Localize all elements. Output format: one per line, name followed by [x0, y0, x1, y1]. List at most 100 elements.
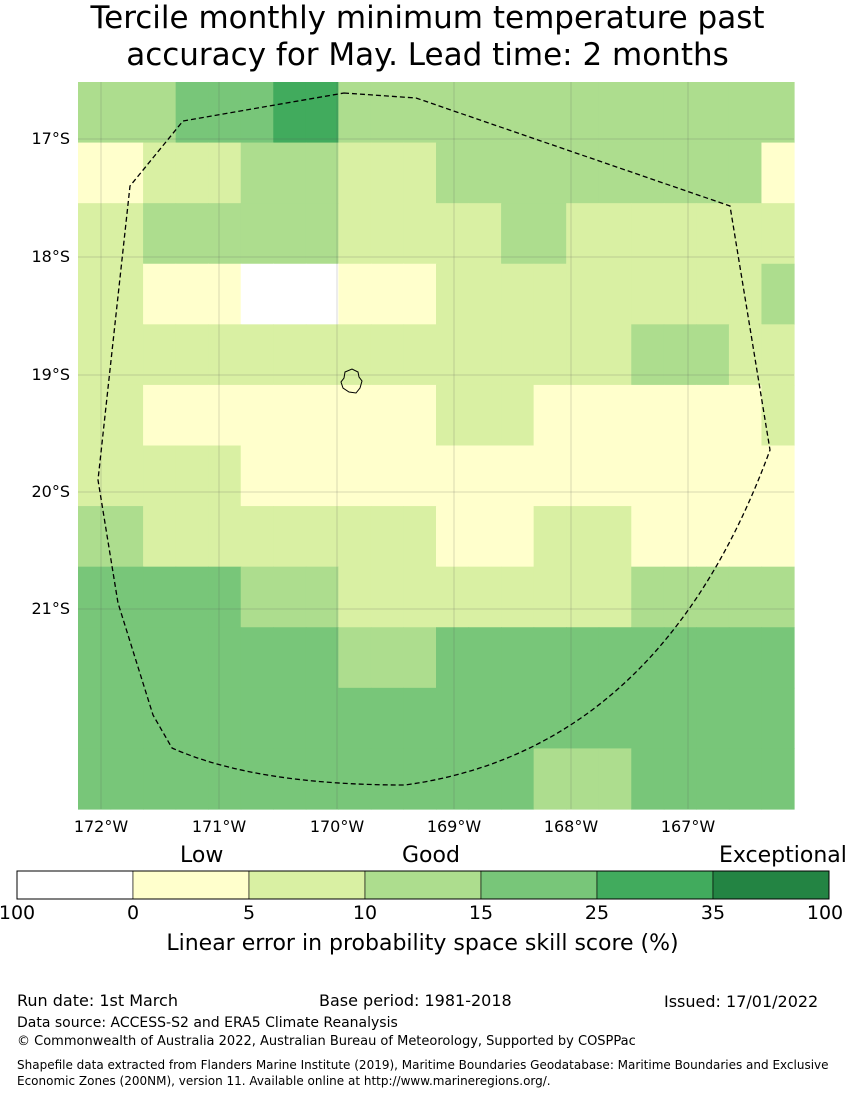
- grid-cell: [338, 203, 372, 265]
- grid-cell: [728, 203, 763, 265]
- grid-cell: [110, 687, 144, 750]
- grid-cell: [338, 324, 372, 386]
- grid-cell: [403, 506, 437, 568]
- grid-cell: [208, 263, 242, 325]
- grid-cell: [403, 627, 437, 689]
- grid-cell: [370, 687, 405, 750]
- grid-cell: [761, 203, 795, 265]
- grid-cell: [370, 506, 405, 568]
- grid-cell: [598, 324, 632, 386]
- grid-cell: [598, 82, 632, 144]
- colorbar-tick: 100: [806, 902, 844, 924]
- grid-cell: [208, 566, 242, 628]
- grid-cell: [663, 263, 697, 325]
- grid-cell: [696, 82, 730, 144]
- colorbar-tick: 35: [700, 902, 726, 924]
- grid-cell: [143, 748, 177, 810]
- category-exceptional: Exceptional: [719, 843, 847, 868]
- grid-cell: [501, 445, 535, 507]
- grid-cell: [533, 445, 567, 507]
- grid-cell: [143, 506, 177, 568]
- grid-cell: [110, 142, 144, 204]
- grid-cell: [533, 203, 567, 265]
- grid-cell: [696, 445, 730, 507]
- grid-cell: [728, 263, 763, 325]
- grid-cell: [728, 687, 763, 750]
- map-title: Tercile monthly minimum temperature past…: [0, 0, 855, 74]
- grid-cell: [468, 627, 502, 689]
- grid-cell: [240, 566, 274, 628]
- grid-cell: [436, 445, 470, 507]
- grid-cell: [761, 384, 795, 447]
- grid-cell: [175, 687, 209, 750]
- grid-cell: [143, 203, 177, 265]
- grid-cell: [728, 627, 763, 689]
- grid-cell: [403, 142, 437, 204]
- grid-cell: [761, 627, 795, 689]
- grid-cell: [338, 445, 372, 507]
- grid-cell: [240, 748, 274, 810]
- grid-cell: [631, 263, 665, 325]
- colorbar-tick: 0: [126, 902, 140, 924]
- grid-cell: [78, 384, 112, 447]
- grid-cell: [305, 142, 339, 204]
- grid-cell: [370, 566, 405, 628]
- grid-cell: [696, 687, 730, 750]
- grid-cell: [240, 627, 274, 689]
- grid-cell: [501, 324, 535, 386]
- grid-cell: [598, 566, 632, 628]
- lon-label-172w: 172°W: [73, 817, 129, 836]
- grid-cell: [175, 263, 209, 325]
- grid-cell: [110, 566, 144, 628]
- grid-cell: [143, 142, 177, 204]
- grid-cell: [403, 445, 437, 507]
- grid-cell: [566, 445, 600, 507]
- grid-cell: [338, 263, 372, 325]
- shapefile-line-1: Shapefile data extracted from Flanders M…: [17, 1058, 829, 1072]
- grid-cell: [761, 748, 795, 810]
- grid-cell: [175, 566, 209, 628]
- colorbar-tick: 10: [352, 902, 378, 924]
- grid-cell: [175, 384, 209, 447]
- grid-cell: [598, 445, 632, 507]
- grid-cell: [533, 384, 567, 447]
- grid-cell: [566, 263, 600, 325]
- grid-cell: [78, 506, 112, 568]
- lon-label-171w: 171°W: [191, 817, 247, 836]
- grid-cell: [143, 445, 177, 507]
- grid-cell: [566, 324, 600, 386]
- grid-cell: [273, 324, 307, 386]
- colorbar-segment: [364, 870, 482, 900]
- grid-cell: [728, 142, 763, 204]
- grid-cell: [110, 506, 144, 568]
- grid-cell: [663, 687, 697, 750]
- grid-cell: [761, 445, 795, 507]
- grid-cell: [305, 445, 339, 507]
- grid-cell: [663, 324, 697, 386]
- grid-cell: [566, 748, 600, 810]
- copyright: © Commonwealth of Australia 2022, Austra…: [17, 1034, 636, 1049]
- grid-cell: [370, 263, 405, 325]
- grid-cell: [728, 324, 763, 386]
- grid-cell: [273, 687, 307, 750]
- category-low: Low: [180, 843, 224, 868]
- grid-cell: [728, 445, 763, 507]
- grid-cell: [305, 627, 339, 689]
- grid-cell: [370, 627, 405, 689]
- grid-cell: [663, 82, 697, 144]
- grid-cell: [696, 627, 730, 689]
- grid-cell: [501, 142, 535, 204]
- grid-cell: [273, 627, 307, 689]
- grid-cell: [208, 324, 242, 386]
- lat-label-20s: 20°S: [31, 482, 70, 501]
- grid-cell: [468, 687, 502, 750]
- grid-cell: [273, 203, 307, 265]
- grid-cell: [78, 627, 112, 689]
- grid-cell: [761, 566, 795, 628]
- grid-cell: [501, 748, 535, 810]
- grid-cell: [338, 506, 372, 568]
- grid-cell: [663, 627, 697, 689]
- grid-cell: [175, 506, 209, 568]
- grid-cell: [175, 142, 209, 204]
- run-date: Run date: 1st March: [17, 991, 178, 1010]
